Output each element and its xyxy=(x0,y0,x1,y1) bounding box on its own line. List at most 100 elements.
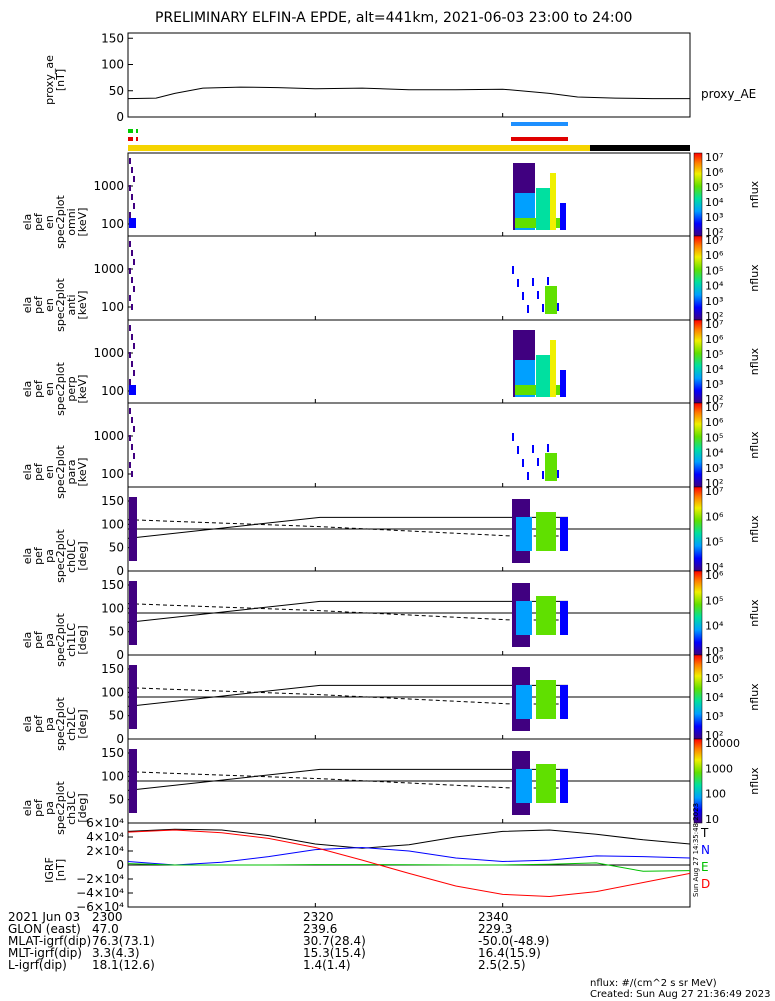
early-pass-data xyxy=(129,379,131,385)
energy-spec-colorbar-label: 10³ xyxy=(705,295,723,308)
early-pass-data xyxy=(129,218,136,228)
start-marker-green xyxy=(136,129,138,133)
igrf-legend-N: N xyxy=(701,843,710,857)
science-zone-data xyxy=(512,266,514,274)
energy-spec-tick-label: 100 xyxy=(101,384,124,398)
science-zone-data xyxy=(560,601,568,635)
early-pass-data xyxy=(129,749,137,813)
pitch-angle-tick-label: 100 xyxy=(101,685,124,699)
footer-row-value: 1.4(1.4) xyxy=(303,958,351,972)
igrf-tick-label: −2×10⁴ xyxy=(76,872,124,886)
science-zone-marker-red xyxy=(511,137,568,141)
pitch-angle-tick-label: 0 xyxy=(116,732,124,746)
energy-spec-colorbar-label: 10⁵ xyxy=(705,431,723,444)
science-zone-data xyxy=(560,370,566,397)
early-pass-data xyxy=(133,343,135,349)
igrf-tick-label: 0 xyxy=(116,858,124,872)
energy-spec-tick-label: 1000 xyxy=(93,346,124,360)
panel-ylabel: proxy_ae [nT] xyxy=(43,55,67,105)
proxy-ae-frame xyxy=(127,32,691,118)
pitch-angle-colorbar-label: 10⁴ xyxy=(705,691,724,704)
pitch-angle-tick-label: 100 xyxy=(101,601,124,615)
orbit-bar-yellow xyxy=(128,145,590,151)
energy-spec-frame xyxy=(127,402,691,488)
early-pass-data xyxy=(133,259,135,265)
energy-spec-colorbar-label: 10³ xyxy=(705,462,723,475)
footer-row-label: 2021 Jun 03 xyxy=(8,910,81,924)
science-zone-data xyxy=(536,764,556,803)
pitch-angle-colorbar-label: 10⁶ xyxy=(705,569,724,582)
energy-spec-colorbar xyxy=(693,402,703,488)
pitch-angle-colorbar-title: nflux xyxy=(748,683,761,711)
pitch-angle-colorbar-label: 10⁴ xyxy=(705,561,724,574)
science-zone-data xyxy=(512,433,514,441)
pitch-angle-colorbar-title: nflux xyxy=(748,515,761,543)
science-zone-data xyxy=(536,512,556,551)
science-zone-data xyxy=(516,769,532,803)
early-pass-data xyxy=(133,176,135,182)
early-pass-data xyxy=(131,194,133,200)
early-pass-data xyxy=(131,417,133,423)
panel-ylabel: ela pef pa spec2plot ch0LC [deg] xyxy=(21,529,89,583)
igrf-E-line xyxy=(127,862,691,872)
panel-ylabel: ela pef en spec2plot omni [keV] xyxy=(21,195,89,249)
pitch-angle-colorbar-label: 10 xyxy=(705,813,719,826)
early-pass-data xyxy=(133,453,135,459)
early-pass-data xyxy=(129,665,137,729)
early-pass-data xyxy=(131,250,133,256)
science-zone-data xyxy=(545,453,557,481)
early-pass-data xyxy=(129,435,131,441)
panel-ylabel: ela pef en spec2plot perp [keV] xyxy=(21,362,89,416)
loss-cone-line xyxy=(127,600,568,623)
early-pass-data xyxy=(131,167,133,173)
early-pass-data xyxy=(133,426,135,432)
igrf-legend-T: T xyxy=(700,826,709,840)
energy-spec-colorbar-label: 10⁴ xyxy=(705,447,724,460)
igrf-tick-label: −4×10⁴ xyxy=(76,886,124,900)
early-pass-data xyxy=(129,385,136,395)
created-stamp: Created: Sun Aug 27 21:36:49 2023 xyxy=(590,989,771,1000)
pitch-angle-colorbar xyxy=(693,738,703,824)
early-pass-data xyxy=(131,334,133,340)
energy-spec-colorbar xyxy=(693,152,703,237)
pitch-angle-tick-label: 50 xyxy=(109,541,124,555)
pitch-angle-colorbar-title: nflux xyxy=(748,599,761,627)
early-pass-data xyxy=(129,185,131,191)
footer-row-value: 2300 xyxy=(92,910,123,924)
orbit-bar-black xyxy=(590,145,690,151)
proxy-ae-line xyxy=(127,86,690,100)
energy-spec-colorbar-label: 10⁴ xyxy=(705,363,724,376)
energy-spec-colorbar-label: 10⁶ xyxy=(705,249,724,262)
footer-row-value: 76.3(73.1) xyxy=(92,934,155,948)
footer-row-value: 229.3 xyxy=(478,922,513,936)
early-pass-data xyxy=(129,497,137,561)
igrf-tick-label: 4×10⁴ xyxy=(86,830,124,844)
footer-row-value: 30.7(28.4) xyxy=(303,934,366,948)
loss-cone-line xyxy=(127,684,568,707)
footer-row-value: 3.3(4.3) xyxy=(92,946,140,960)
start-marker-red xyxy=(136,137,138,141)
science-zone-data xyxy=(560,203,566,230)
science-zone-data xyxy=(522,459,524,467)
pitch-angle-colorbar-label: 10⁴ xyxy=(705,620,724,633)
energy-spec-colorbar-label: 10⁶ xyxy=(705,166,724,179)
energy-spec-colorbar xyxy=(693,235,703,321)
energy-spec-frame xyxy=(127,235,691,321)
footer-row-value: 239.6 xyxy=(303,922,338,936)
energy-spec-frame xyxy=(127,319,691,404)
pitch-angle-tick-label: 100 xyxy=(101,517,124,531)
igrf-D-line xyxy=(127,829,691,898)
science-zone-data xyxy=(517,446,519,454)
pitch-angle-colorbar-label: 10⁵ xyxy=(705,594,723,607)
pitch-angle-colorbar-title: nflux xyxy=(748,767,761,795)
energy-spec-colorbar-label: 10² xyxy=(705,226,723,239)
igrf-tick-label: 2×10⁴ xyxy=(86,844,124,858)
science-zone-data xyxy=(522,292,524,300)
energy-spec-colorbar-label: 10² xyxy=(705,477,723,490)
early-pass-data xyxy=(129,295,131,301)
science-zone-data xyxy=(517,279,519,287)
early-pass-data xyxy=(129,352,131,358)
footer-row-value: -50.0(-48.9) xyxy=(478,934,550,948)
proxy-ae-tick-label: 100 xyxy=(101,58,124,72)
